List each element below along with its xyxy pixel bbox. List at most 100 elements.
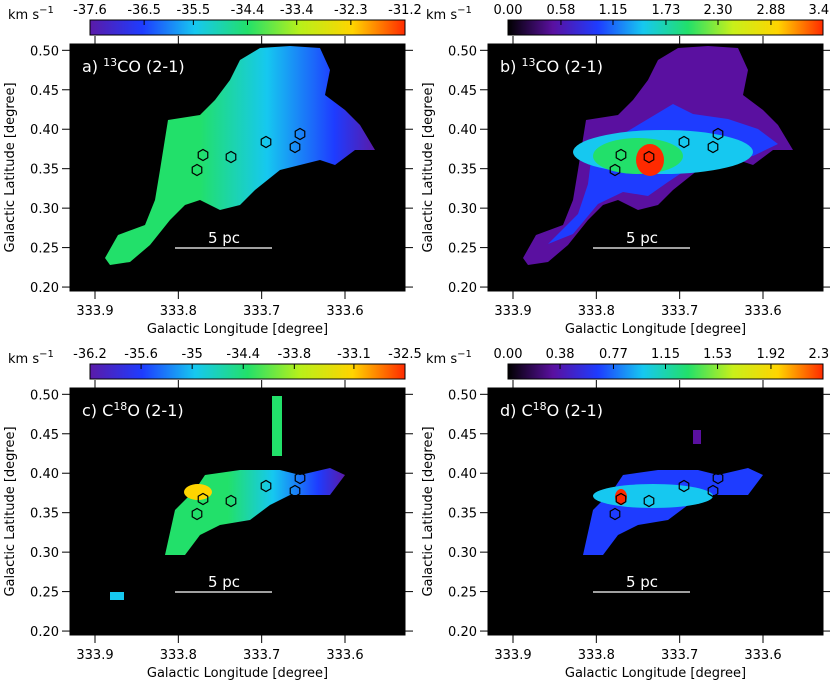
x-axis-label: Galactic Longitude [degree] (565, 322, 746, 337)
panel-label-prefix: d) (500, 401, 516, 420)
scale-bar-label: 5 pc (208, 229, 240, 247)
panel-label-sup: 18 (113, 400, 127, 413)
x-tick-label: 333.7 (243, 648, 280, 663)
y-tick-label: 0.35 (448, 163, 477, 178)
colorbar-unit-base: km s (426, 8, 457, 23)
colorbar-tick-label: -35.6 (124, 347, 158, 362)
colorbar-tick-label: -34.4 (226, 347, 260, 362)
colorbar-tick-label: 2.30 (809, 347, 830, 362)
colorbar-unit: km s−1 (8, 5, 54, 23)
x-tick-label: 333.7 (661, 648, 698, 663)
y-axis-label: Galactic Latitude [degree] (3, 426, 18, 596)
y-axis-label: Galactic Latitude [degree] (421, 426, 436, 596)
source-marker (260, 135, 272, 149)
panel-label-main: O (2-1) (127, 401, 183, 420)
source-marker (197, 148, 209, 162)
panel-label-species: C (102, 401, 113, 420)
y-tick-label: 0.45 (30, 84, 59, 99)
colorbar-tick-label: 1.53 (703, 347, 732, 362)
panel: 5 pc c) C18O (2-1) 333.9 333.8 333.7 333.6 0.2… (3, 347, 422, 681)
source-marker (294, 471, 306, 485)
colorbar (89, 363, 406, 380)
source-marker (609, 163, 621, 177)
x-tick-label: 333.7 (243, 304, 280, 319)
source-marker (225, 494, 237, 508)
source-marker (643, 494, 655, 508)
colorbar-tick-label: 0.77 (599, 347, 628, 362)
colorbar-tick-label: 1.92 (756, 347, 785, 362)
source-marker (289, 140, 301, 154)
colorbar-unit-sup: −1 (457, 5, 472, 16)
colorbar-unit: km s−1 (8, 349, 54, 367)
colorbar-tick-label: -36.5 (127, 3, 161, 18)
y-tick-label: 0.45 (448, 428, 477, 443)
map: 5 pc (110, 396, 345, 600)
colorbar-tick-label: -36.2 (73, 347, 107, 362)
x-axis-label: Galactic Longitude [degree] (147, 322, 328, 337)
emission-region (184, 484, 212, 500)
x-tick-label: 333.8 (160, 304, 197, 319)
y-tick-label: 0.25 (448, 586, 477, 601)
source-marker (678, 479, 690, 493)
panel-label-prefix: c) (82, 401, 97, 420)
panel-label-prefix: a) (82, 57, 98, 76)
y-tick-label: 0.35 (30, 163, 59, 178)
source-marker (294, 127, 306, 141)
source-marker (707, 484, 719, 498)
emission-region (272, 396, 282, 456)
y-tick-label: 0.30 (448, 546, 477, 561)
source-marker (707, 140, 719, 154)
colorbar-tick-label: -32.3 (334, 3, 368, 18)
y-tick-label: 0.30 (30, 546, 59, 561)
y-tick-label: 0.25 (30, 586, 59, 601)
panel: 5 pc b) 13CO (2-1) 333.9 333.8 333.7 333.6 0.2… (421, 3, 830, 337)
y-tick-label: 0.20 (30, 625, 59, 640)
colorbar-tick-label: -33.1 (337, 347, 371, 362)
source-marker (643, 150, 655, 164)
colorbar-tick-label: 0.58 (546, 3, 575, 18)
map: 5 pc (583, 430, 763, 593)
y-tick-label: 0.20 (448, 625, 477, 640)
x-axis-label: Galactic Longitude [degree] (147, 666, 328, 681)
x-axis-label: Galactic Longitude [degree] (565, 666, 746, 681)
colorbar-unit-sup: −1 (39, 5, 54, 16)
colorbar-unit-base: km s (8, 8, 39, 23)
x-tick-label: 333.8 (578, 648, 615, 663)
scale-bar-label: 5 pc (208, 573, 240, 591)
y-tick-label: 0.40 (448, 123, 477, 138)
panel-label-sup: 18 (533, 400, 547, 413)
y-tick-label: 0.20 (30, 281, 59, 296)
y-tick-label: 0.35 (30, 507, 59, 522)
x-tick-label: 333.8 (578, 304, 615, 319)
panel-label: c) C18O (2-1) (82, 400, 184, 420)
source-marker (225, 150, 237, 164)
axes-frame (69, 43, 406, 292)
scale-bar-label: 5 pc (626, 229, 658, 247)
panel-label-main: CO (2-1) (117, 57, 184, 76)
colorbar-tick-label: -33.8 (278, 347, 312, 362)
y-tick-label: 0.45 (448, 84, 477, 99)
axes-frame (69, 387, 406, 636)
panel-label-sup: 13 (103, 56, 117, 69)
source-marker (712, 127, 724, 141)
source-marker (289, 484, 301, 498)
panel-label-species: C (522, 401, 533, 420)
y-tick-label: 0.50 (448, 44, 477, 59)
scale-bar-label: 5 pc (626, 573, 658, 591)
colorbar-tick-label: -35 (182, 347, 203, 362)
y-tick-label: 0.50 (30, 388, 59, 403)
source-marker (191, 507, 203, 521)
x-tick-label: 333.9 (494, 304, 531, 319)
emission-region (636, 144, 664, 176)
emission-region (110, 592, 124, 600)
panel-label-main: CO (2-1) (536, 57, 603, 76)
y-tick-label: 0.50 (448, 388, 477, 403)
source-marker (191, 163, 203, 177)
map: 5 pc (105, 46, 375, 265)
colorbar-tick-label: -31.2 (388, 3, 422, 18)
colorbar-tick-label: 1.15 (599, 3, 628, 18)
y-axis-label: Galactic Latitude [degree] (421, 82, 436, 252)
x-tick-label: 333.8 (160, 648, 197, 663)
panel-label: a) 13CO (2-1) (82, 56, 185, 76)
